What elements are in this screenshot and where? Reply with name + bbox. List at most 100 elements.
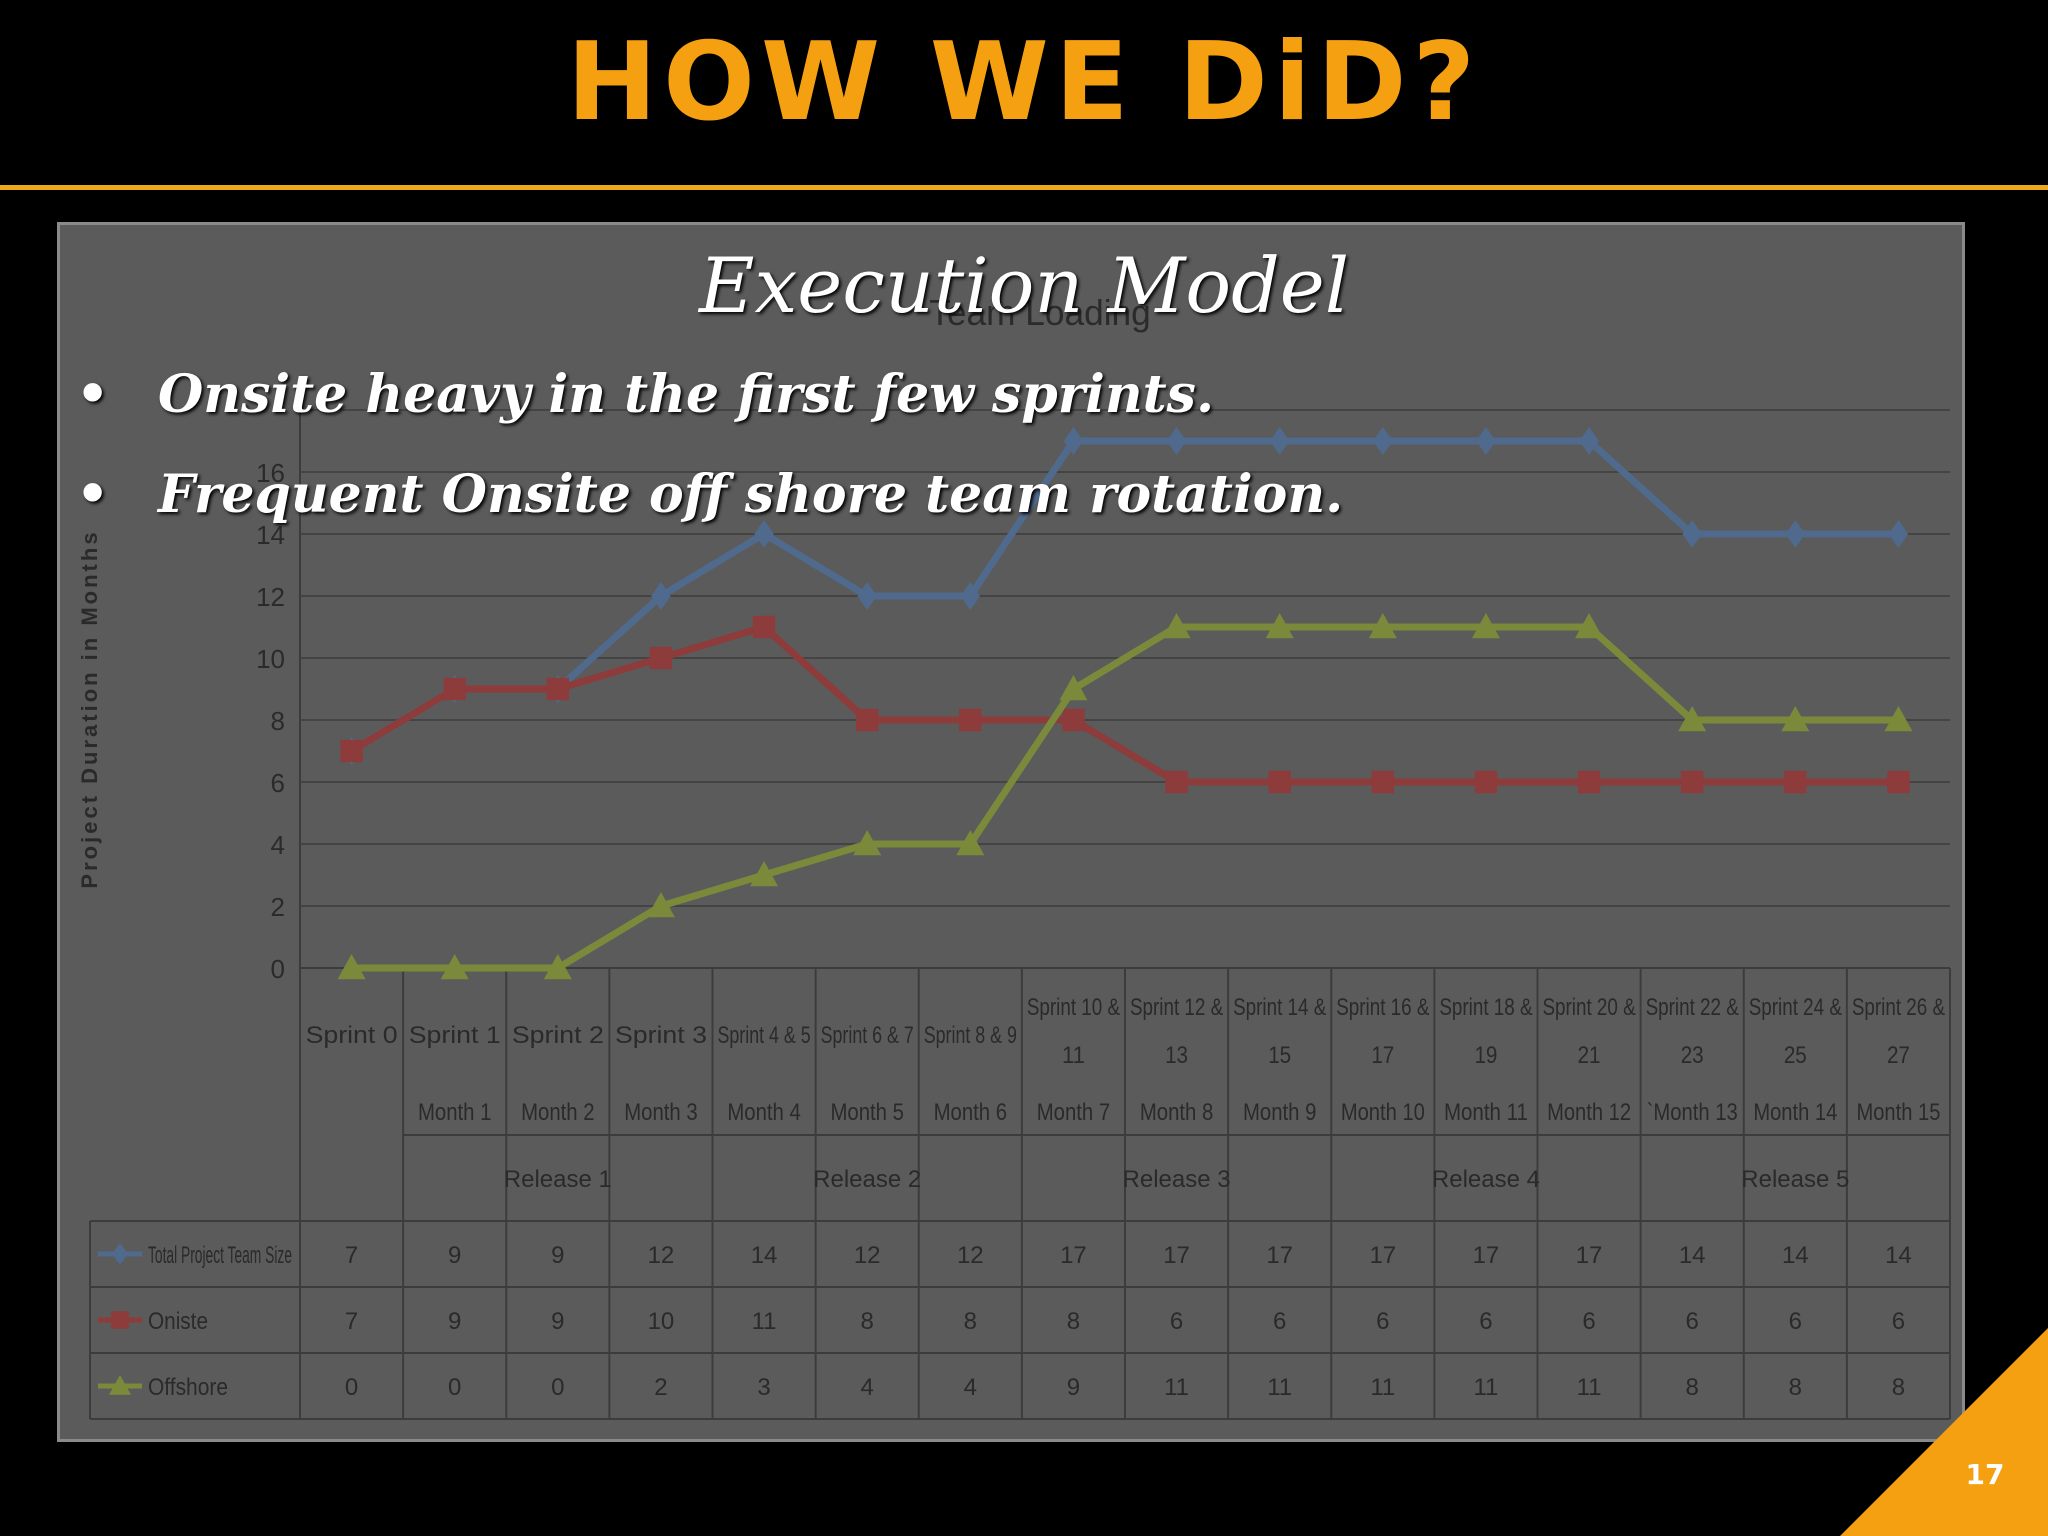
data-point (649, 646, 673, 670)
bullet-dot-icon: • (76, 464, 110, 525)
data-table-value: 10 (648, 1308, 675, 1335)
data-table-value: 11 (1370, 1374, 1395, 1401)
data-table-value: 14 (1679, 1242, 1706, 1269)
data-table-value: 8 (1067, 1308, 1080, 1335)
data-table-value: 17 (1060, 1242, 1087, 1269)
data-point (337, 954, 366, 980)
data-point (855, 708, 879, 732)
legend-marker (109, 1375, 131, 1395)
data-table-value: 12 (957, 1242, 984, 1269)
bullet-text: Frequent Onsite off shore team rotation. (158, 464, 1344, 525)
data-table-value: 0 (551, 1374, 564, 1401)
data-point (651, 582, 671, 610)
data-point (1781, 706, 1810, 732)
data-table-value: 6 (1686, 1308, 1699, 1335)
data-point (1471, 613, 1500, 639)
data-point (1265, 613, 1294, 639)
legend-label: Oniste (148, 1308, 208, 1335)
data-table-value: 7 (345, 1308, 358, 1335)
x-tick-label: Sprint 18 & (1439, 994, 1532, 1021)
data-table-value: 9 (448, 1242, 461, 1269)
x-tick-label: Sprint 6 & 7 (821, 1022, 914, 1049)
data-table-value: 6 (1789, 1308, 1802, 1335)
data-table-value: 12 (648, 1242, 675, 1269)
data-point (1062, 708, 1085, 732)
x-tick-label: Sprint 14 & (1233, 994, 1326, 1021)
data-table-value: 9 (551, 1242, 564, 1269)
data-point (646, 892, 675, 918)
chart-title: Team Loading (929, 293, 1151, 333)
data-point (1165, 770, 1188, 794)
data-table-value: 2 (654, 1374, 667, 1401)
data-table-value: 8 (964, 1308, 977, 1335)
month-label: Month 5 (830, 1099, 904, 1126)
x-tick-label: 19 (1474, 1042, 1497, 1069)
data-table-value: 6 (1892, 1308, 1905, 1335)
data-point (1476, 427, 1496, 455)
x-tick-label: 15 (1268, 1042, 1291, 1069)
data-table-value: 11 (752, 1308, 777, 1335)
month-label: Month 11 (1444, 1099, 1528, 1126)
data-point (440, 954, 469, 980)
data-table-value: 0 (448, 1374, 461, 1401)
data-point (1887, 770, 1910, 794)
month-label: Month 3 (624, 1099, 698, 1126)
x-tick-label: Sprint 22 & (1646, 994, 1739, 1021)
y-tick-label: 4 (271, 830, 285, 860)
x-tick-label: 25 (1784, 1042, 1807, 1069)
data-table-value: 14 (751, 1242, 778, 1269)
data-table-value: 12 (854, 1242, 881, 1269)
y-tick-label: 14 (256, 520, 285, 550)
data-table-value: 11 (1577, 1374, 1602, 1401)
title-divider (0, 185, 2048, 190)
x-tick-label: 23 (1681, 1042, 1704, 1069)
y-tick-label: 8 (271, 706, 285, 736)
data-table-value: 17 (1369, 1242, 1396, 1269)
data-point (1577, 770, 1601, 794)
data-table-value: 17 (1576, 1242, 1603, 1269)
data-table-value: 9 (448, 1308, 461, 1335)
month-label: Month 1 (418, 1099, 492, 1126)
month-label: Month 8 (1140, 1099, 1214, 1126)
y-axis-label: Project Duration in Months (77, 529, 102, 888)
data-table-value: 7 (345, 1242, 358, 1269)
data-point (1166, 427, 1187, 455)
release-label: Release 2 (813, 1166, 921, 1193)
data-point (1268, 770, 1291, 794)
y-tick-label: 2 (271, 892, 285, 922)
legend-marker (111, 1311, 129, 1329)
month-label: Month 6 (934, 1099, 1008, 1126)
data-point (857, 582, 877, 610)
month-label: Month 7 (1037, 1099, 1111, 1126)
series-line (349, 437, 1899, 754)
month-label: Month 15 (1856, 1099, 1940, 1126)
data-table-value: 6 (1273, 1308, 1286, 1335)
y-tick-label: 16 (256, 458, 285, 488)
release-label: Release 4 (1432, 1166, 1540, 1193)
data-table-value: 8 (1686, 1374, 1699, 1401)
y-tick-label: 10 (256, 644, 285, 674)
x-tick-label: Sprint 12 & (1130, 994, 1223, 1021)
data-point (1888, 520, 1909, 548)
data-table-value: 14 (1782, 1242, 1809, 1269)
month-label: Month 12 (1547, 1099, 1631, 1126)
bullet-item: • Frequent Onsite off shore team rotation… (76, 460, 1343, 530)
data-point (1474, 770, 1498, 794)
bullet-dot-icon: • (76, 364, 110, 425)
data-table-value: 3 (757, 1374, 770, 1401)
x-tick-label: Sprint 10 & (1027, 994, 1120, 1021)
data-point (1784, 770, 1807, 794)
data-point (1575, 613, 1604, 639)
data-point (1059, 675, 1088, 701)
data-table-value: 11 (1473, 1374, 1498, 1401)
x-tick-label: Sprint 20 & (1543, 994, 1636, 1021)
legend-label: Total Project Team Size (148, 1242, 292, 1269)
release-label: Release 5 (1741, 1166, 1849, 1193)
x-tick-label: Sprint 3 (615, 1022, 707, 1049)
overlay-title: Execution Model (698, 241, 1350, 330)
y-tick-label: 12 (256, 582, 285, 612)
data-point (959, 708, 982, 732)
x-tick-label: Sprint 1 (409, 1022, 501, 1049)
data-table-value: 11 (1164, 1374, 1189, 1401)
legend-marker (112, 1243, 128, 1265)
